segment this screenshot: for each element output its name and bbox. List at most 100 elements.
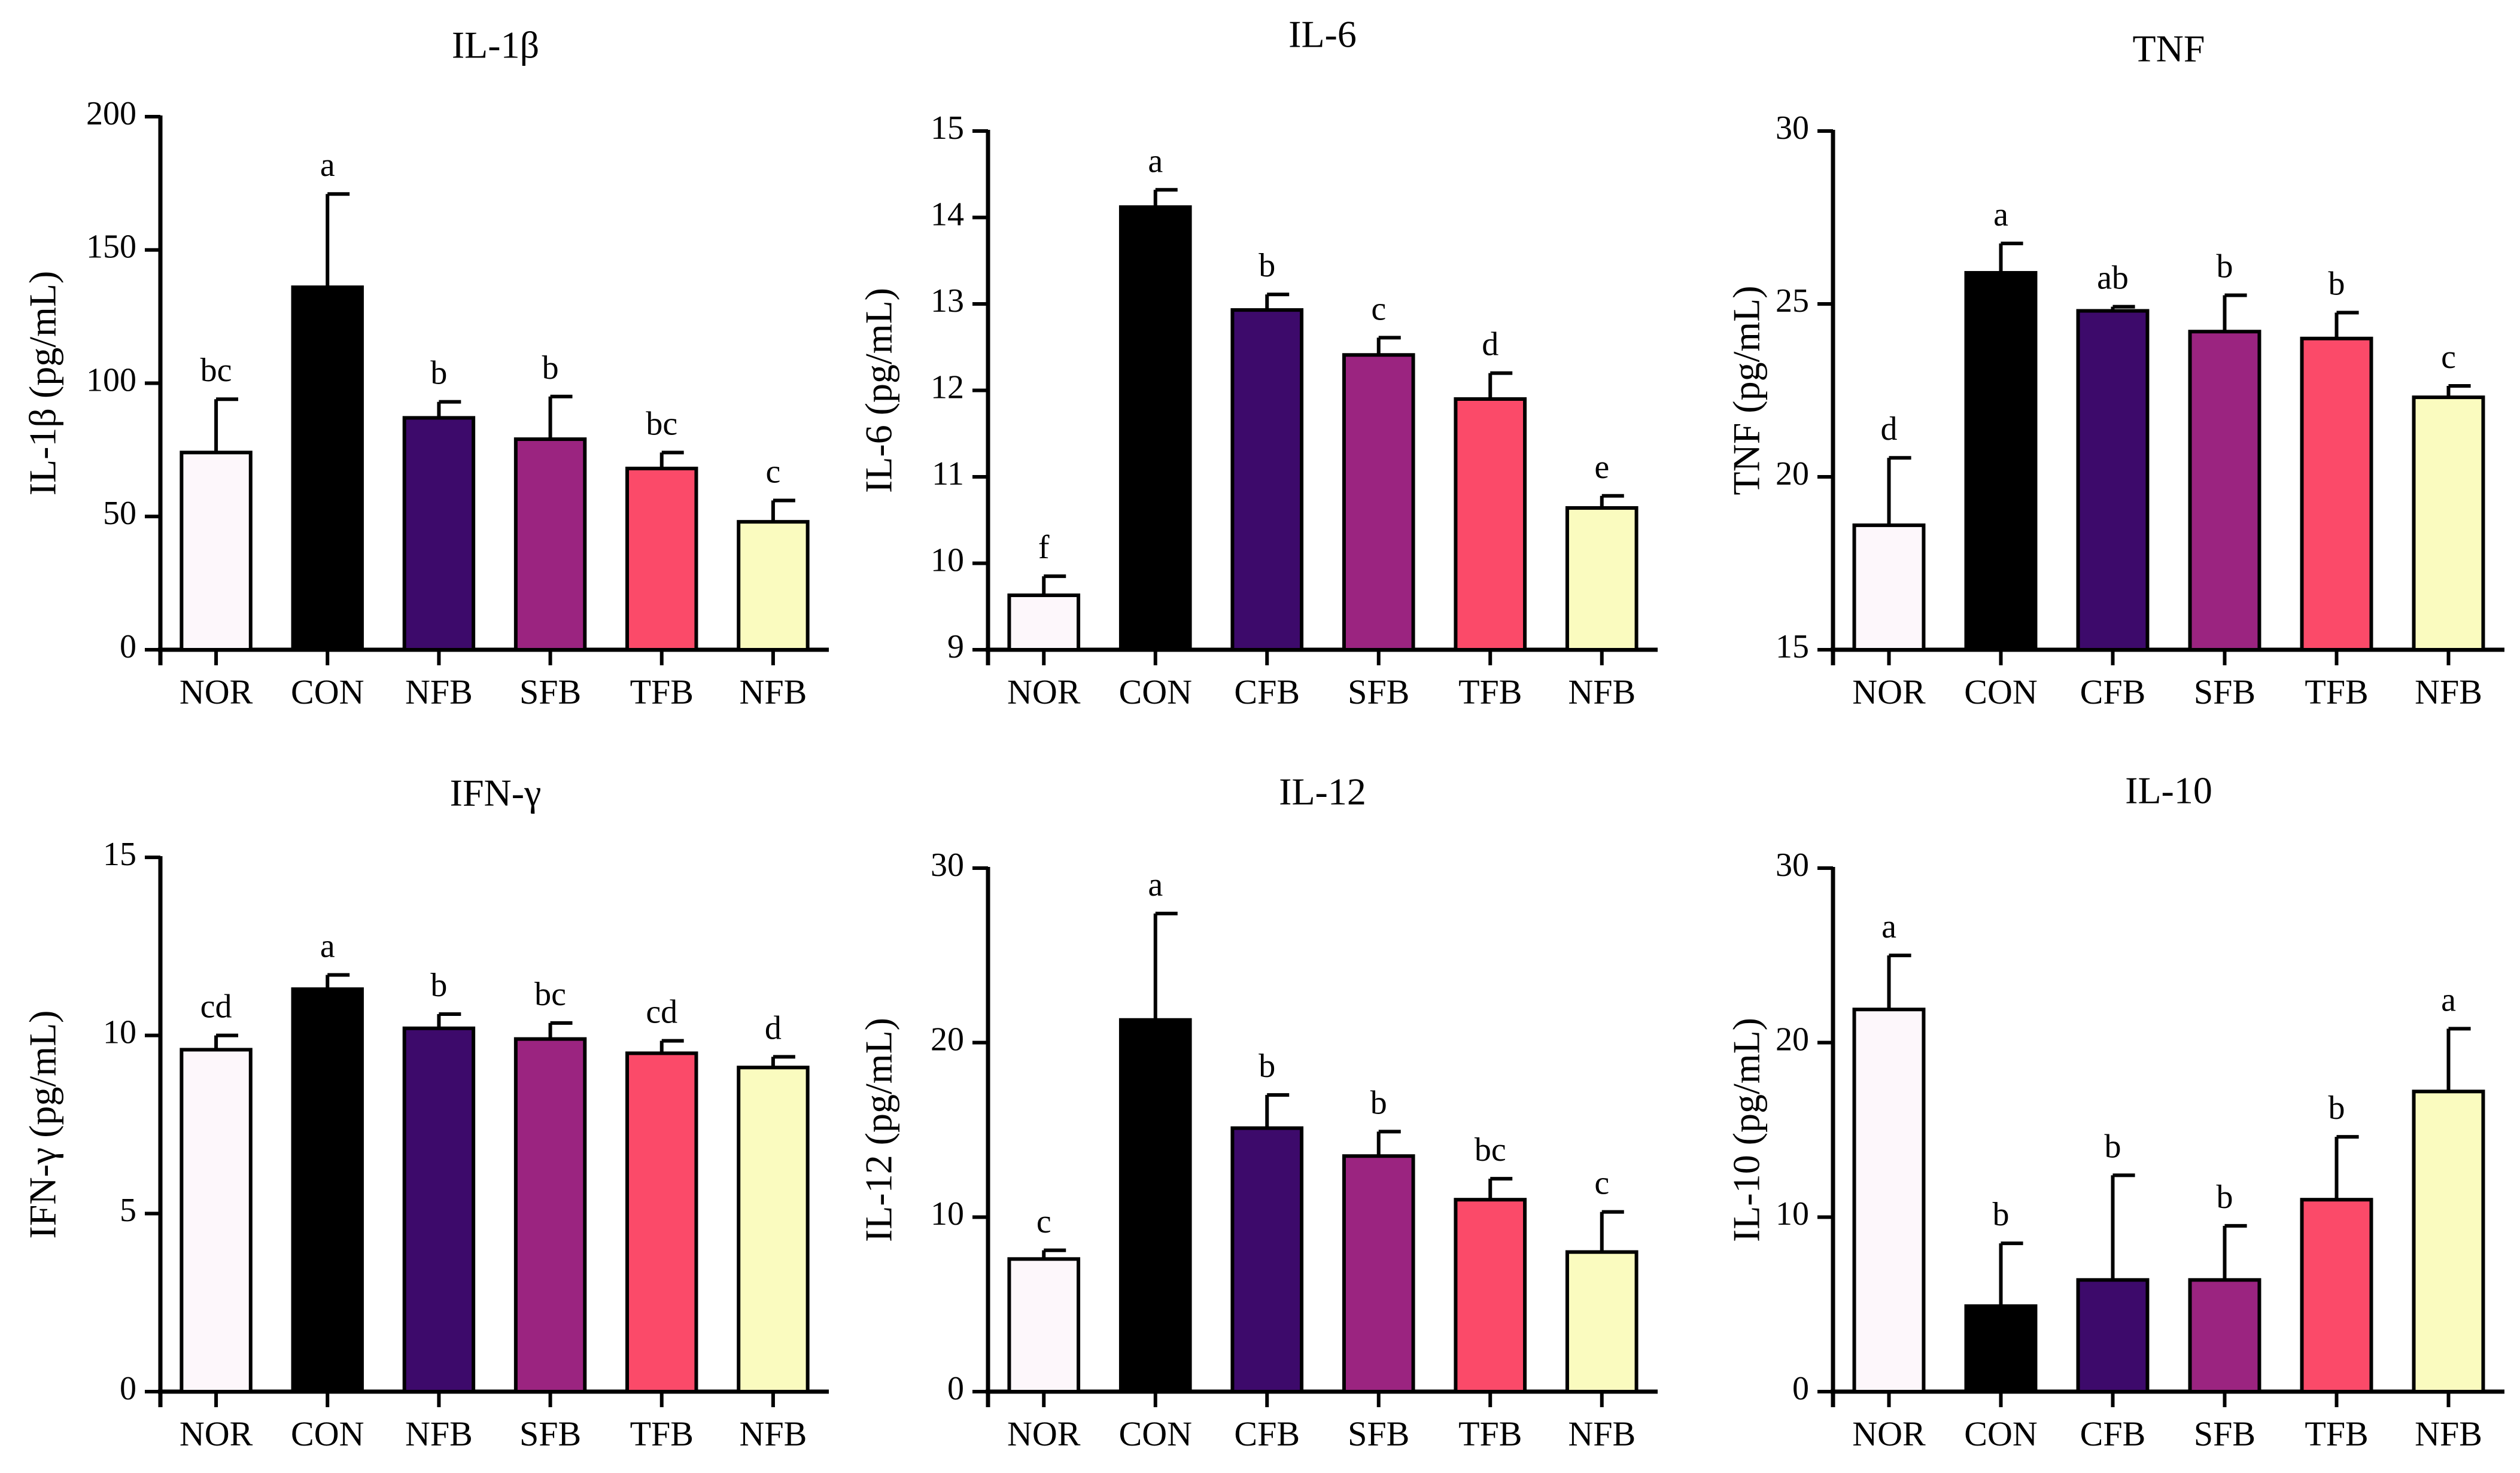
significance-label: d (1881, 410, 1898, 448)
x-tick-label: SFB (519, 672, 581, 711)
significance-label: b (1259, 1048, 1275, 1085)
x-tick-label: NOR (1007, 1414, 1081, 1453)
y-tick-label: 15 (1776, 628, 1809, 665)
x-tick-label: CON (291, 1414, 364, 1453)
significance-label: b (2105, 1128, 2121, 1165)
y-tick-label: 15 (103, 836, 136, 873)
chart-title: TNF (2133, 28, 2205, 70)
significance-label: f (1038, 529, 1050, 566)
chart-panel-3: TNF TNF (pg/mL) 15 20 25 30 d NOR a CON ab CFB b SFB b… (1725, 28, 2504, 711)
y-tick-label: 30 (931, 847, 964, 884)
bar-con (1964, 270, 2038, 652)
significance-label: b (1370, 1084, 1387, 1121)
x-tick-label: TFB (2305, 1414, 2368, 1453)
bar-nfb (2412, 395, 2485, 652)
x-tick-label: SFB (2194, 1414, 2255, 1453)
significance-label: bc (200, 352, 232, 389)
x-tick-label: NFB (405, 672, 473, 711)
significance-label: a (1881, 908, 1896, 945)
x-tick-label: NOR (1007, 672, 1081, 711)
y-tick-label: 30 (1776, 109, 1809, 147)
bar-cfb (1230, 308, 1304, 652)
significance-label: c (765, 454, 780, 491)
significance-label: a (1148, 142, 1163, 179)
chart-panel-2: IL-6 IL-6 (pg/mL) 9 10 11 12 13 14 15 f NOR a CON b CF… (858, 13, 1658, 711)
x-tick-label: CON (1964, 672, 2037, 711)
y-tick-label: 11 (932, 455, 964, 492)
x-tick-label: NFB (740, 1414, 807, 1453)
bar-tfb (625, 467, 698, 652)
significance-label: bc (646, 405, 677, 442)
y-tick-label: 10 (103, 1014, 136, 1051)
significance-label: d (1482, 326, 1498, 363)
bar-nfb (1565, 506, 1639, 652)
significance-label: a (2441, 981, 2456, 1018)
significance-label: a (1993, 196, 2008, 233)
x-tick-label: CFB (2080, 672, 2146, 711)
significance-label: b (1993, 1196, 2010, 1233)
significance-label: a (1148, 866, 1163, 903)
x-tick-label: CON (1119, 1414, 1192, 1453)
significance-label: c (1594, 1165, 1609, 1202)
y-tick-label: 10 (1776, 1195, 1809, 1232)
y-axis-label: IL-6 (pg/mL) (858, 288, 900, 493)
y-tick-label: 13 (931, 282, 964, 319)
bar-tfb (2300, 336, 2373, 652)
y-tick-label: 0 (120, 1370, 136, 1407)
x-tick-label: TFB (630, 1414, 694, 1453)
x-tick-label: TFB (1458, 1414, 1522, 1453)
y-tick-label: 30 (1776, 847, 1809, 884)
significance-label: bc (1475, 1131, 1506, 1168)
bar-nor (1007, 593, 1081, 652)
significance-label: b (430, 355, 447, 392)
significance-label: b (1259, 247, 1275, 284)
x-tick-label: SFB (1348, 1414, 1409, 1453)
chart-title: IFN-γ (450, 772, 542, 814)
significance-label: b (2217, 248, 2233, 285)
bar-nor (1852, 1008, 1926, 1393)
bar-con (291, 285, 364, 652)
y-tick-label: 100 (86, 361, 136, 398)
significance-label: cd (646, 994, 677, 1031)
chart-panel-6: IL-10 IL-10 (pg/mL) 0 10 20 30 a NOR b CON b CFB b SF… (1725, 769, 2504, 1453)
significance-label: c (2441, 339, 2456, 376)
bar-nor (1852, 523, 1926, 652)
y-tick-label: 12 (931, 369, 964, 406)
y-tick-label: 200 (86, 95, 136, 132)
significance-label: e (1594, 449, 1609, 486)
x-tick-label: NFB (1568, 1414, 1636, 1453)
y-tick-label: 0 (947, 1370, 964, 1407)
x-tick-label: NOR (180, 672, 253, 711)
x-tick-label: NFB (2415, 672, 2482, 711)
x-tick-label: CON (291, 672, 364, 711)
chart-title: IL-1β (452, 24, 539, 66)
x-tick-label: TFB (630, 672, 694, 711)
y-tick-label: 10 (931, 541, 964, 579)
x-tick-label: NFB (1568, 672, 1636, 711)
x-tick-label: NOR (1852, 1414, 1926, 1453)
x-tick-label: NFB (2415, 1414, 2482, 1453)
significance-label: c (1036, 1203, 1051, 1240)
y-tick-label: 150 (86, 229, 136, 266)
y-tick-label: 15 (931, 109, 964, 147)
y-tick-label: 25 (1776, 282, 1809, 319)
chart-panel-4: IFN-γ IFN-γ (pg/mL) 0 5 10 15 cd NOR a CON b NFB bc S… (22, 772, 829, 1453)
significance-label: b (2329, 265, 2345, 302)
bar-tfb (1454, 1198, 1527, 1393)
x-tick-label: NFB (740, 672, 807, 711)
bar-sfb (2188, 330, 2261, 652)
bar-sfb (1342, 353, 1415, 652)
chart-panel-5: IL-12 IL-12 (pg/mL) 0 10 20 30 c NOR a CON b CFB b SF… (858, 771, 1658, 1453)
y-tick-label: 20 (1776, 455, 1809, 492)
x-tick-label: TFB (1458, 672, 1522, 711)
bar-tfb (2300, 1198, 2373, 1393)
bar-nfb (737, 520, 810, 652)
y-tick-label: 9 (947, 628, 964, 665)
x-tick-label: CON (1964, 1414, 2037, 1453)
chart-title: IL-10 (2125, 769, 2212, 812)
y-tick-label: 0 (1792, 1370, 1809, 1407)
significance-label: d (765, 1009, 782, 1046)
bar-con (1964, 1304, 2038, 1393)
bar-nfb (737, 1066, 810, 1394)
x-tick-label: SFB (2194, 672, 2255, 711)
